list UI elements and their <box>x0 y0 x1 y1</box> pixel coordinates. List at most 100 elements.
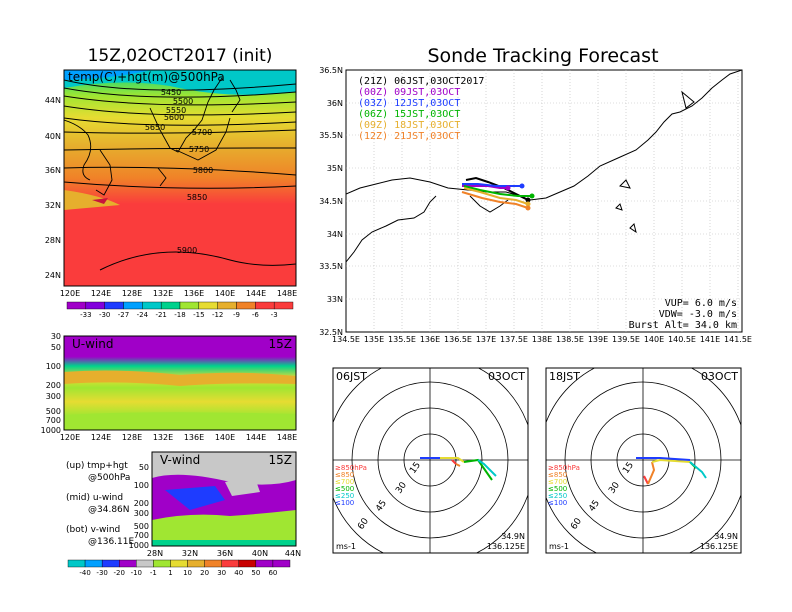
hodograph-frame <box>332 367 529 554</box>
level-key: ≤250 <box>335 492 354 500</box>
contour-label: 5650 <box>145 123 165 132</box>
p-tick: 1000 <box>129 541 149 550</box>
colorbar-swatch <box>142 301 162 310</box>
colorbar-swatch <box>179 301 200 310</box>
strong-northerly <box>165 486 225 510</box>
colorbar-swatch <box>66 301 87 310</box>
p-tick: 30 <box>51 332 61 341</box>
lat-tick: 40N <box>45 132 61 141</box>
colorbar-swatch <box>136 559 154 568</box>
lat-tick: 36N <box>45 166 61 175</box>
colorbar-swatch <box>217 301 237 310</box>
lat-tick: 28N <box>45 236 61 245</box>
colorbar-tick: -21 <box>155 311 166 319</box>
p-tick: 700 <box>134 531 149 540</box>
level-key: ≥850hPa <box>335 464 367 472</box>
level-key: ≤700 <box>335 478 354 486</box>
colorbar-tick: 10 <box>183 569 192 577</box>
surface-band <box>152 540 296 546</box>
p-tick: 200 <box>46 381 61 390</box>
legend-entry: (06Z) 15JST,03OCT <box>358 109 460 120</box>
p-tick: 500 <box>46 407 61 416</box>
lon-tick: 128E <box>122 289 142 298</box>
colorbar-tick: 40 <box>234 569 243 577</box>
landing-point <box>525 201 531 207</box>
contour-labels: 5450 5500 5550 5600 5650 5700 5750 5800 … <box>145 88 213 255</box>
sonde-tracks <box>461 176 535 211</box>
lon-tick: 140.5E <box>668 335 696 344</box>
lat-tick: 32.5N <box>319 328 343 337</box>
colorbar-tick: -18 <box>174 311 185 319</box>
right-title: Sonde Tracking Forecast <box>427 45 658 67</box>
lat-tick: 44N <box>45 96 61 105</box>
level-key: ≤250 <box>548 492 567 500</box>
v-wind-label: V-wind <box>160 453 200 467</box>
lat-tick: 33N <box>327 295 343 304</box>
colorbar-tick: -15 <box>193 311 204 319</box>
hodo-unit: ms-1 <box>336 542 356 551</box>
colorbar-swatch <box>187 559 205 568</box>
lat-tick: 24N <box>45 271 61 280</box>
temp-lat-axis: 44N 40N 36N 32N 28N 24N <box>45 96 61 280</box>
colorbar-tick: -27 <box>118 311 129 319</box>
lat-tick: 44N <box>285 549 301 558</box>
level-key: ≤700 <box>548 478 567 486</box>
hodo-date: 03OCT <box>488 370 525 383</box>
colorbar-tick: -12 <box>212 311 223 319</box>
lat-tick: 35.5N <box>319 131 343 140</box>
p-tick: 50 <box>51 343 61 352</box>
lon-tick: 136E <box>184 433 204 442</box>
contour-label: 5700 <box>192 128 212 137</box>
contour-label: 5900 <box>177 246 197 255</box>
temp-map-frame <box>63 69 297 287</box>
temp-map-panel: temp(C)+hgt(m)@500hPa 5450 5500 5550 560… <box>45 69 297 319</box>
landing-point <box>525 205 531 211</box>
colorbar-swatch <box>153 559 171 568</box>
hodo-lon: 136.125E <box>700 542 738 551</box>
colorbar-tick: -6 <box>252 311 260 319</box>
u-wind-panel: U-wind 15Z 30 50 100 200 300 500 700 100… <box>41 332 298 442</box>
hodo-lat: 34.9N <box>501 532 525 541</box>
colorbar-tick: -24 <box>137 311 149 319</box>
colorbar-swatch <box>273 301 294 310</box>
colorbar-tick: -30 <box>99 311 110 319</box>
v-wind-panel: V-wind 15Z 50 100 200 300 500 700 1000 2… <box>67 451 301 577</box>
southerly-region <box>152 510 296 546</box>
level-key: ≤850 <box>335 471 354 479</box>
hodograph-trace <box>440 457 465 463</box>
level-key: ≤850 <box>548 471 567 479</box>
low-level-band <box>64 412 296 430</box>
landing-point <box>505 185 511 191</box>
colorbar-swatch <box>123 301 143 310</box>
level-key: ≥850hPa <box>548 464 580 472</box>
colorbar-swatch <box>119 559 137 568</box>
hodograph-frame <box>545 367 742 554</box>
lon-tick: 132E <box>153 289 173 298</box>
colorbar-tick: 20 <box>200 569 209 577</box>
track-line <box>461 191 529 209</box>
u-wind-time: 15Z <box>269 337 293 351</box>
colorbar-swatch <box>84 559 103 568</box>
lon-tick: 144E <box>246 433 266 442</box>
contour-label: 5450 <box>161 88 181 97</box>
lon-tick: 148E <box>277 289 297 298</box>
legend-entry: (03Z) 12JST,03OCT <box>358 98 460 109</box>
colorbar-swatch <box>67 559 86 568</box>
lon-tick: 137.5E <box>500 335 528 344</box>
temp-map-label: temp(C)+hgt(m)@500hPa <box>68 70 225 84</box>
lon-tick: 138.5E <box>556 335 584 344</box>
p-tick: 100 <box>134 481 149 490</box>
lon-tick: 136.5E <box>444 335 472 344</box>
p-tick: 300 <box>46 392 61 401</box>
temp-lon-axis: 120E 124E 128E 132E 136E 140E 144E 148E <box>60 289 297 298</box>
legend-entry: (09Z) 18JST,03OCT <box>358 120 460 131</box>
hodograph-trace <box>643 475 649 485</box>
lon-tick: 141.5E <box>724 335 752 344</box>
colorbar-swatch <box>221 559 239 568</box>
colorbar-tick: 30 <box>217 569 226 577</box>
u-lon-axis: 120E 124E 128E 132E 136E 140E 144E 148E <box>60 433 297 442</box>
contour-label: 5500 <box>173 97 193 106</box>
wind-colorbar: -40 -30 -20 -10 -1 1 10 20 30 40 50 60 <box>67 559 291 577</box>
hodograph-trace <box>636 457 691 461</box>
